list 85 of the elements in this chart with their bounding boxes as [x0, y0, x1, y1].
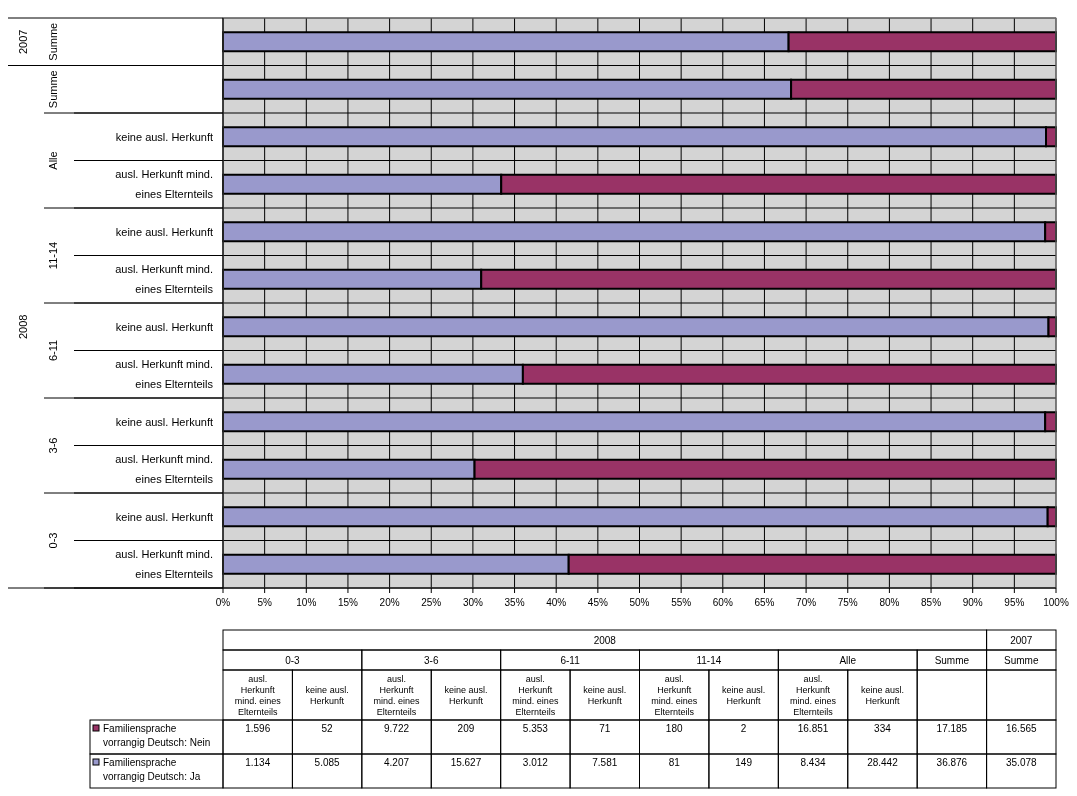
- category-label: keine ausl. Herkunft: [722, 684, 766, 706]
- text: Summe: [1004, 655, 1039, 666]
- text: 15.627: [450, 757, 482, 768]
- x-tick-label: 65%: [754, 597, 775, 608]
- text: 0-3: [46, 532, 59, 549]
- text: 17.185: [936, 723, 968, 734]
- text: Alle: [839, 655, 857, 666]
- text: 0-3: [285, 655, 301, 666]
- text: 149: [735, 757, 753, 768]
- x-tick-label: 10%: [296, 597, 317, 608]
- category-label: keine ausl. Herkunft: [583, 684, 627, 706]
- text: 2008: [593, 635, 617, 646]
- text: 7.581: [592, 757, 618, 768]
- category-label: ausl. Herkunft mind. eines Elternteils: [373, 673, 420, 717]
- text: 2: [740, 723, 747, 734]
- text: 8.434: [800, 757, 826, 768]
- x-tick-label: 60%: [712, 597, 733, 608]
- x-tick-label: 5%: [257, 597, 272, 608]
- y-tick-label: keine ausl. Herkunft: [115, 415, 213, 428]
- text: 71: [599, 723, 611, 734]
- category-label: keine ausl. Herkunft: [860, 684, 904, 706]
- text: 2008: [16, 314, 29, 339]
- text: 180: [665, 723, 683, 734]
- x-tick-label: 50%: [629, 597, 650, 608]
- category-label: ausl. Herkunft mind. eines Elternteils: [512, 673, 559, 717]
- category-label: keine ausl. Herkunft: [444, 684, 488, 706]
- text: 5.085: [314, 757, 341, 768]
- text: 3-6: [46, 437, 59, 454]
- category-label: keine ausl. Herkunft: [305, 684, 349, 706]
- text: 4.207: [384, 757, 410, 768]
- x-tick-label: 70%: [796, 597, 817, 608]
- y-tick-label: ausl. Herkunft mind. eines Elternteils: [115, 263, 214, 296]
- x-tick-label: 25%: [421, 597, 442, 608]
- text: 2007: [1010, 635, 1033, 646]
- text: 9.722: [384, 723, 410, 734]
- text: 11-14: [696, 655, 722, 666]
- x-tick-label: 30%: [462, 597, 484, 608]
- category-label: ausl. Herkunft mind. eines Elternteils: [234, 673, 281, 717]
- text: Summe: [46, 22, 59, 61]
- x-tick-label: 85%: [921, 597, 942, 608]
- text: 16.565: [1005, 723, 1038, 734]
- text: 3.012: [522, 757, 549, 768]
- text: 16.851: [797, 723, 829, 734]
- text: Alle: [46, 151, 59, 170]
- text: 6-11: [560, 655, 581, 666]
- text: 11-14: [46, 241, 59, 270]
- x-tick-label: 90%: [962, 597, 983, 608]
- x-tick-label: 80%: [879, 597, 900, 608]
- text: 28.442: [867, 757, 899, 768]
- text: Summe: [46, 70, 59, 109]
- x-tick-label: 100%: [1043, 597, 1069, 608]
- text: 36.876: [936, 757, 968, 768]
- legend-label: Familiensprache vorrangig Deutsch: Ja: [103, 757, 201, 782]
- y-tick-label: ausl. Herkunft mind. eines Elternteils: [115, 168, 214, 201]
- text: 1.596: [245, 723, 271, 734]
- text: 1.134: [245, 757, 271, 768]
- y-tick-label: ausl. Herkunft mind. eines Elternteils: [115, 358, 214, 391]
- category-label: ausl. Herkunft mind. eines Elternteils: [790, 673, 837, 717]
- x-tick-label: 95%: [1004, 597, 1025, 608]
- x-tick-label: 75%: [837, 597, 858, 608]
- y-tick-label: ausl. Herkunft mind. eines Elternteils: [115, 548, 214, 581]
- y-tick-label: keine ausl. Herkunft: [115, 510, 213, 523]
- x-tick-label: 15%: [337, 597, 359, 608]
- y-tick-label: keine ausl. Herkunft: [115, 225, 213, 238]
- text: 3-6: [424, 655, 439, 666]
- text: 5.353: [522, 723, 549, 734]
- y-tick-label: keine ausl. Herkunft: [115, 320, 213, 333]
- text: 81: [668, 757, 681, 768]
- y-tick-label: ausl. Herkunft mind. eines Elternteils: [115, 453, 214, 486]
- x-tick-label: 20%: [379, 597, 400, 608]
- category-label: ausl. Herkunft mind. eines Elternteils: [651, 673, 698, 717]
- legend-label: Familiensprache vorrangig Deutsch: Nein: [103, 723, 211, 748]
- text: 52: [321, 723, 334, 734]
- x-tick-label: 40%: [546, 597, 567, 608]
- text: 2007: [16, 29, 29, 54]
- text: 334: [874, 723, 892, 734]
- text: 35.078: [1005, 757, 1038, 768]
- y-tick-label: keine ausl. Herkunft: [115, 130, 213, 143]
- text: Summe: [934, 655, 970, 666]
- text: 6-11: [46, 339, 59, 362]
- text: 209: [457, 723, 475, 734]
- x-tick-label: 35%: [504, 597, 525, 608]
- x-tick-label: 55%: [671, 597, 692, 608]
- x-tick-label: 0%: [215, 597, 231, 608]
- x-tick-label: 45%: [587, 597, 608, 608]
